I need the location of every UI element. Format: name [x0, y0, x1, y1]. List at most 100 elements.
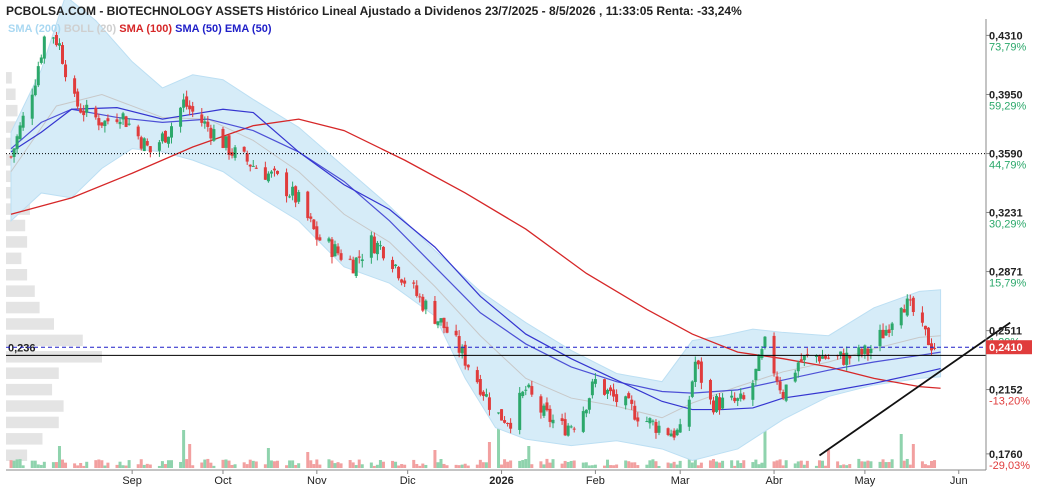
candle-body — [793, 372, 797, 382]
candle-body — [866, 348, 870, 356]
volume-bar — [142, 464, 146, 468]
candle-body — [781, 391, 785, 399]
volume-bar — [9, 460, 13, 468]
bollinger-band-area — [10, 0, 942, 461]
candle-body — [839, 351, 843, 355]
candle-body — [602, 379, 606, 395]
volume-bar — [97, 459, 101, 468]
x-tick-label: 2026 — [489, 475, 513, 487]
candle-body — [478, 379, 482, 395]
candle-body — [624, 396, 628, 406]
candle-body — [878, 329, 882, 347]
candle-body — [926, 327, 930, 346]
volume-bar — [887, 462, 891, 468]
legend-sma100: SMA (100) — [119, 23, 172, 35]
volume-bar — [733, 465, 737, 468]
candle-body — [76, 91, 80, 107]
volume-bar — [730, 460, 734, 468]
candle-body — [636, 417, 640, 422]
candle-body — [693, 361, 697, 382]
trendline — [818, 321, 1011, 457]
volume-bar — [266, 448, 270, 468]
volume-bar — [654, 461, 658, 468]
volume-bar — [708, 460, 712, 468]
y-tick-price: 0,3590 — [989, 149, 1023, 161]
candle-body — [887, 329, 891, 333]
y-tick-price: 0,2871 — [989, 267, 1023, 279]
candle-body — [188, 105, 192, 110]
candle-body — [615, 394, 619, 403]
candle-body — [503, 420, 507, 423]
volume-bar — [375, 464, 379, 468]
candle-body — [145, 141, 149, 146]
candle-body — [64, 64, 68, 78]
volume-bar — [802, 464, 806, 468]
candle-body — [245, 153, 249, 162]
candle-body — [708, 379, 712, 400]
candle-body — [666, 428, 670, 435]
y-tick-percent: 15,79% — [989, 278, 1027, 290]
volume-bar — [106, 462, 110, 468]
candle-body — [139, 137, 143, 149]
volume-bar — [297, 463, 301, 468]
volume-bar — [224, 459, 228, 468]
volume-bar — [645, 464, 649, 468]
volume-bar — [696, 465, 700, 468]
volume-bar — [593, 464, 597, 468]
volume-bar — [754, 459, 758, 468]
candle-body — [633, 405, 637, 420]
candle-body — [678, 424, 682, 433]
volume-bar — [624, 460, 628, 468]
volume-bar — [18, 459, 22, 468]
volume-bar — [827, 450, 831, 468]
candle-body — [263, 167, 267, 180]
volume-bar — [269, 460, 273, 468]
volume-bar — [672, 461, 676, 468]
y-tick-percent: 30,29% — [989, 218, 1027, 230]
candle-body — [357, 256, 361, 258]
volume-bar — [627, 461, 631, 468]
volume-bar — [82, 465, 86, 468]
volume-bar — [445, 465, 449, 468]
candle-body — [206, 121, 210, 127]
candle-body — [118, 121, 122, 125]
volume-bar — [805, 460, 809, 468]
candle-body — [606, 389, 610, 394]
volume-bar — [566, 461, 570, 468]
candle-body — [772, 335, 776, 374]
volume-bar — [633, 462, 637, 468]
candle-body — [121, 113, 125, 120]
candle-body — [824, 355, 828, 359]
candle-body — [369, 235, 373, 258]
candle-body — [497, 412, 501, 414]
candle-body — [30, 94, 34, 119]
candle-body — [905, 298, 909, 316]
volume-bar — [793, 463, 797, 468]
volume-bar — [206, 458, 210, 468]
candle-body — [863, 345, 867, 354]
volume-bar — [230, 464, 234, 468]
y-tick-price: 0,3950 — [989, 89, 1023, 101]
candle-body — [569, 426, 573, 428]
volume-bar — [454, 464, 458, 468]
candle-body — [227, 135, 231, 155]
volume-bar — [569, 460, 573, 468]
candle-body — [275, 170, 279, 174]
candle-body — [881, 329, 885, 339]
volume-bar — [615, 464, 619, 468]
candle-body — [760, 349, 764, 358]
candle-body — [79, 108, 83, 113]
volume-bar — [657, 465, 661, 468]
candle-body — [627, 393, 631, 399]
volume-bar — [360, 464, 364, 468]
volume-bar — [61, 459, 65, 468]
volume-bar — [312, 464, 316, 468]
volume-bar — [294, 465, 298, 468]
candle-body — [466, 364, 470, 368]
candle-body — [254, 167, 258, 169]
candle-body — [148, 146, 152, 153]
volume-bar — [739, 463, 743, 468]
volume-bar — [760, 462, 764, 468]
volume-bar — [203, 459, 207, 468]
candle-body — [21, 115, 25, 128]
